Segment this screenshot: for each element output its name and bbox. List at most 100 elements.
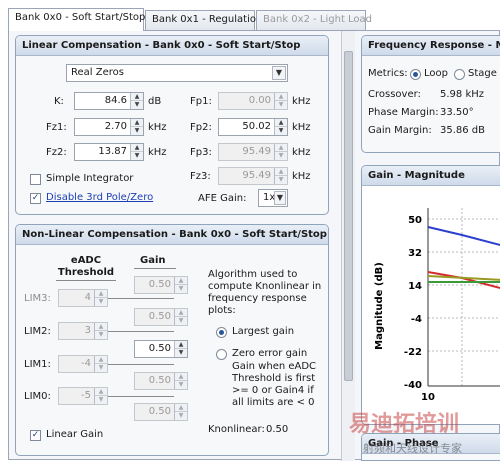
k-unit: dB xyxy=(148,96,162,107)
fz2-unit: kHz xyxy=(148,147,167,158)
spin-up-icon[interactable]: ▲ xyxy=(175,277,187,285)
spin-up-icon[interactable]: ▲ xyxy=(131,93,143,101)
zero-error-gain-radio[interactable] xyxy=(216,349,227,360)
lim3-threshold-spinbox[interactable]: 4 ▲ ▼ xyxy=(58,289,108,307)
loop-radio[interactable] xyxy=(410,69,421,80)
spin-up-icon[interactable]: ▲ xyxy=(275,119,287,127)
fp2-label: Fp2: xyxy=(190,122,212,133)
spin-down-icon[interactable]: ▼ xyxy=(178,285,184,292)
knonlinear-value: 0.50 xyxy=(266,424,289,435)
x-tick-10: 10 xyxy=(421,392,435,403)
eadc-threshold-header: eADC Threshold xyxy=(57,255,115,278)
crossover-label: Crossover: xyxy=(368,89,421,100)
spin-up-icon[interactable]: ▲ xyxy=(275,168,287,176)
spin-up-icon[interactable]: ▲ xyxy=(95,290,107,298)
zero-error-gain-label: Zero error gain xyxy=(232,348,308,359)
stage-radio[interactable] xyxy=(454,69,465,80)
spin-down-icon[interactable]: ▼ xyxy=(134,127,140,134)
gain-phase-title: Gain - Phase xyxy=(362,434,500,454)
gain-2-spinbox[interactable]: 0.50 ▲ ▼ xyxy=(134,340,188,358)
spin-down-icon[interactable]: ▼ xyxy=(134,152,140,159)
y-tick-minus40: -40 xyxy=(404,380,422,391)
spin-up-icon[interactable]: ▲ xyxy=(131,144,143,152)
afe-gain-select[interactable]: 1x ▼ xyxy=(258,189,288,207)
spin-up-icon[interactable]: ▲ xyxy=(95,356,107,364)
phase-margin-label: Phase Margin: xyxy=(368,107,439,118)
fz1-spinbox[interactable]: 2.70 ▲ ▼ xyxy=(74,118,144,136)
spin-down-icon[interactable]: ▼ xyxy=(98,331,104,338)
fz1-label: Fz1: xyxy=(46,122,67,133)
spin-down-icon[interactable]: ▼ xyxy=(98,396,104,403)
linear-compensation-panel: Linear Compensation - Bank 0x0 - Soft St… xyxy=(15,35,329,215)
lim3-rule xyxy=(108,298,174,299)
spin-down-icon[interactable]: ▼ xyxy=(98,298,104,305)
chevron-down-icon: ▼ xyxy=(272,66,286,80)
spin-up-icon[interactable]: ▲ xyxy=(175,404,187,412)
spin-up-icon[interactable]: ▲ xyxy=(175,373,187,381)
spin-up-icon[interactable]: ▲ xyxy=(175,309,187,317)
magnitude-plot[interactable]: Magnitude (dB) 50 32 14 -4 -22 -40 10 xyxy=(362,186,500,425)
gain-margin-value: 35.86 dB xyxy=(440,125,486,136)
y-tick-minus4: -4 xyxy=(411,314,422,325)
watermark-logo: 易迪拓培训 xyxy=(349,412,460,437)
gain-magnitude-title: Gain - Magnitude xyxy=(362,166,500,186)
lim1-label: LIM1: xyxy=(24,359,51,370)
fz3-label: Fz3: xyxy=(190,171,211,182)
spin-up-icon[interactable]: ▲ xyxy=(275,144,287,152)
largest-gain-radio[interactable] xyxy=(216,327,227,338)
spin-down-icon[interactable]: ▼ xyxy=(278,176,284,183)
fp3-spinbox[interactable]: 95.49 ▲ ▼ xyxy=(218,143,288,161)
spin-down-icon[interactable]: ▼ xyxy=(178,317,184,324)
spin-down-icon[interactable]: ▼ xyxy=(178,349,184,356)
fz2-label: Fz2: xyxy=(46,147,67,158)
magnitude-y-axis-label: Magnitude (dB) xyxy=(374,262,385,350)
k-spinbox[interactable]: 84.6 ▲ ▼ xyxy=(74,92,144,110)
disable-3rd-label[interactable]: Disable 3rd Pole/Zero xyxy=(46,192,154,203)
tab-bank0[interactable]: Bank 0x0 - Soft Start/Stop xyxy=(8,8,145,31)
tab-bank1[interactable]: Bank 0x1 - Regulation xyxy=(145,10,262,30)
left-scrollbar[interactable] xyxy=(341,31,355,461)
spin-down-icon[interactable]: ▼ xyxy=(278,152,284,159)
gain-0-spinbox[interactable]: 0.50 ▲ ▼ xyxy=(134,403,188,421)
spin-up-icon[interactable]: ▲ xyxy=(95,323,107,331)
fp1-spinbox[interactable]: 0.00 ▲ ▼ xyxy=(218,92,288,110)
linear-panel-title: Linear Compensation - Bank 0x0 - Soft St… xyxy=(16,36,328,56)
spin-down-icon[interactable]: ▼ xyxy=(178,412,184,419)
stage-label: Stage xyxy=(468,68,497,79)
fp2-spinbox[interactable]: 50.02 ▲ ▼ xyxy=(218,118,288,136)
y-tick-minus22: -22 xyxy=(404,347,422,358)
fz3-unit: kHz xyxy=(292,171,311,182)
disable-3rd-checkbox[interactable]: ✓ xyxy=(30,193,41,204)
linear-gain-checkbox[interactable]: ✓ xyxy=(30,430,41,441)
lim2-threshold-spinbox[interactable]: 3 ▲ ▼ xyxy=(58,322,108,340)
spin-up-icon[interactable]: ▲ xyxy=(275,93,287,101)
spin-down-icon[interactable]: ▼ xyxy=(178,381,184,388)
spin-up-icon[interactable]: ▲ xyxy=(131,119,143,127)
threshold-header-rule xyxy=(56,280,116,281)
gain-4-spinbox[interactable]: 0.50 ▲ ▼ xyxy=(134,276,188,294)
lim2-rule xyxy=(108,331,174,332)
spin-down-icon[interactable]: ▼ xyxy=(134,101,140,108)
fz2-spinbox[interactable]: 13.87 ▲ ▼ xyxy=(74,143,144,161)
spin-down-icon[interactable]: ▼ xyxy=(98,364,104,371)
fp3-label: Fp3: xyxy=(190,147,212,158)
lim1-threshold-spinbox[interactable]: -4 ▲ ▼ xyxy=(58,355,108,373)
spin-down-icon[interactable]: ▼ xyxy=(278,127,284,134)
spin-up-icon[interactable]: ▲ xyxy=(95,388,107,396)
crossover-value: 5.98 kHz xyxy=(440,89,485,100)
scrollbar-thumb[interactable] xyxy=(344,51,353,381)
simple-integrator-checkbox[interactable] xyxy=(30,174,41,185)
gain-3-spinbox[interactable]: 0.50 ▲ ▼ xyxy=(134,308,188,326)
spin-down-icon[interactable]: ▼ xyxy=(278,101,284,108)
linear-gain-label: Linear Gain xyxy=(46,429,104,440)
fp2-unit: kHz xyxy=(292,122,311,133)
afe-gain-label: AFE Gain: xyxy=(198,193,247,204)
spin-up-icon[interactable]: ▲ xyxy=(175,341,187,349)
fp1-unit: kHz xyxy=(292,96,311,107)
compensation-mode-select[interactable]: Real Zeros ▼ xyxy=(66,64,288,82)
algorithm-description: Algorithm used to compute Knonlinear in … xyxy=(208,269,322,316)
fz3-spinbox[interactable]: 95.49 ▲ ▼ xyxy=(218,167,288,185)
lim0-threshold-spinbox[interactable]: -5 ▲ ▼ xyxy=(58,387,108,405)
gain-1-spinbox[interactable]: 0.50 ▲ ▼ xyxy=(134,372,188,390)
tab-bank2[interactable]: Bank 0x2 - Light Load xyxy=(256,10,372,30)
